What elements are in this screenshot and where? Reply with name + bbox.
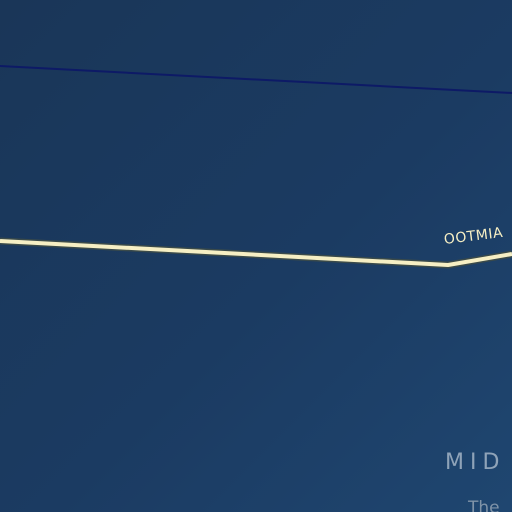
place-label: The — [468, 498, 500, 512]
region-label: MID — [445, 450, 506, 475]
boundary-line — [0, 65, 512, 94]
highway-road — [0, 239, 512, 267]
